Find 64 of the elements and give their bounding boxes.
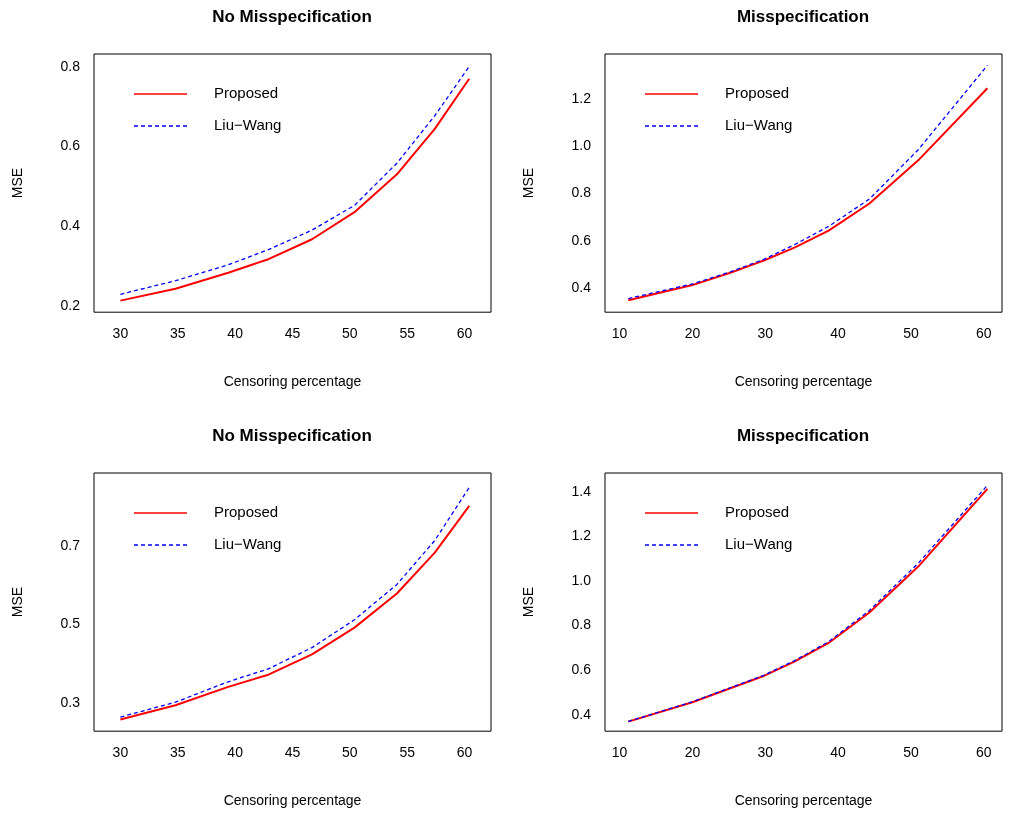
legend-label: Liu−Wang xyxy=(725,116,793,134)
y-tick-label: 1.0 xyxy=(571,137,592,154)
x-axis-title: Censoring percentage xyxy=(734,792,873,809)
x-tick-label: 40 xyxy=(830,744,847,761)
x-tick-label: 40 xyxy=(227,325,244,342)
y-tick-label: 0.4 xyxy=(571,705,592,722)
x-tick-label: 55 xyxy=(399,325,416,342)
x-axis-title: Censoring percentage xyxy=(223,373,362,390)
y-tick-label: 1.2 xyxy=(571,527,592,544)
y-tick-label: 0.8 xyxy=(60,57,81,74)
x-tick-label: 10 xyxy=(611,325,628,342)
x-tick-label: 60 xyxy=(456,325,473,342)
y-tick-label: 1.0 xyxy=(571,571,592,588)
chart-title: Misspecification xyxy=(736,425,870,445)
y-tick-label: 0.8 xyxy=(571,184,592,201)
y-tick-label: 0.8 xyxy=(571,616,592,633)
x-tick-label: 60 xyxy=(976,325,992,342)
y-tick-label: 1.4 xyxy=(571,482,592,499)
x-tick-label: 60 xyxy=(456,744,473,761)
legend-label: Liu−Wang xyxy=(214,535,282,553)
x-tick-label: 30 xyxy=(112,325,129,342)
y-tick-label: 0.6 xyxy=(571,231,592,248)
x-tick-label: 40 xyxy=(227,744,244,761)
x-tick-label: 45 xyxy=(284,744,301,761)
x-tick-label: 50 xyxy=(903,325,919,342)
y-tick-label: 1.2 xyxy=(571,90,592,107)
x-tick-label: 45 xyxy=(284,325,301,342)
x-tick-label: 40 xyxy=(830,325,847,342)
x-tick-label: 50 xyxy=(342,325,358,342)
y-axis-title: MSE xyxy=(8,586,25,618)
x-tick-label: 30 xyxy=(757,744,774,761)
x-tick-label: 50 xyxy=(342,744,358,761)
chart-title: Misspecification xyxy=(736,6,870,26)
x-tick-label: 35 xyxy=(169,325,186,342)
y-tick-label: 0.6 xyxy=(571,661,592,678)
y-tick-label: 0.5 xyxy=(60,615,81,632)
x-tick-label: 35 xyxy=(169,744,186,761)
y-axis-title: MSE xyxy=(519,586,536,618)
y-axis-title: MSE xyxy=(8,167,25,199)
x-axis-title: Censoring percentage xyxy=(223,792,362,809)
y-tick-label: 0.2 xyxy=(60,296,81,313)
legend-label: Proposed xyxy=(725,503,790,521)
x-tick-label: 20 xyxy=(684,325,701,342)
x-tick-label: 55 xyxy=(399,744,416,761)
chart-title: No Misspecification xyxy=(212,425,372,445)
legend-label: Proposed xyxy=(214,503,279,521)
x-tick-label: 30 xyxy=(757,325,774,342)
y-tick-label: 0.6 xyxy=(60,137,81,154)
y-axis-title: MSE xyxy=(519,167,536,199)
legend-label: Proposed xyxy=(214,84,279,102)
x-tick-label: 50 xyxy=(903,744,919,761)
y-tick-label: 0.7 xyxy=(60,536,81,553)
legend-label: Liu−Wang xyxy=(725,535,793,553)
y-tick-label: 0.4 xyxy=(571,278,592,295)
x-tick-label: 10 xyxy=(611,744,628,761)
chart-title: No Misspecification xyxy=(212,6,372,26)
x-tick-label: 60 xyxy=(976,744,992,761)
legend-label: Proposed xyxy=(725,84,790,102)
y-tick-label: 0.3 xyxy=(60,693,81,710)
x-axis-title: Censoring percentage xyxy=(734,373,873,390)
x-tick-label: 30 xyxy=(112,744,129,761)
legend-label: Liu−Wang xyxy=(214,116,282,134)
x-tick-label: 20 xyxy=(684,744,701,761)
y-tick-label: 0.4 xyxy=(60,216,81,233)
